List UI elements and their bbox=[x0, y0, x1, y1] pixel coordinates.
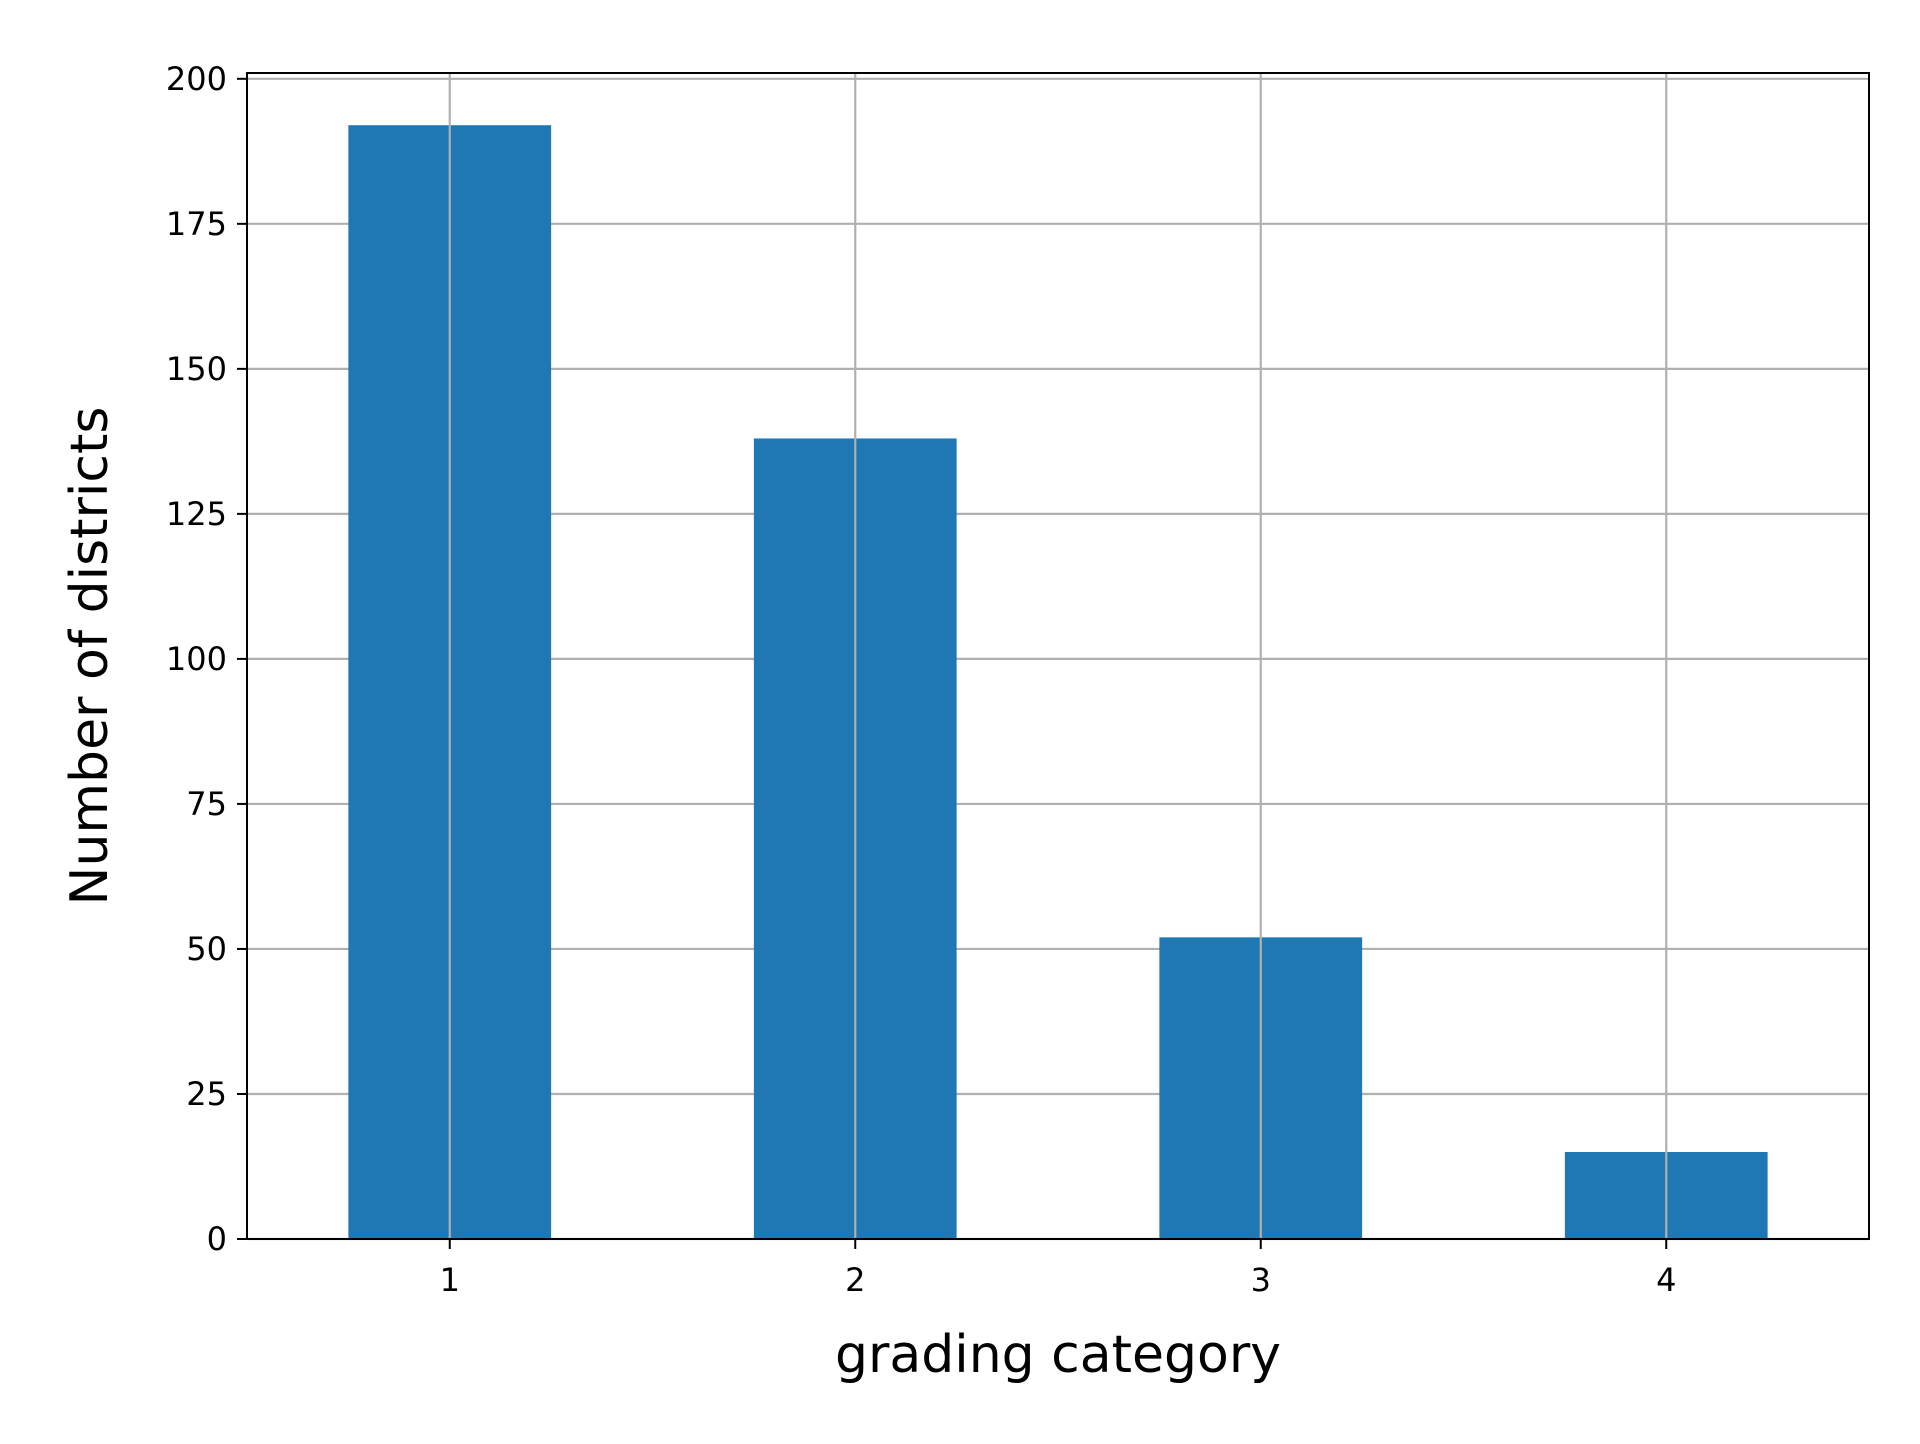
y-tick-label: 75 bbox=[186, 785, 227, 823]
y-tick-label: 175 bbox=[166, 205, 227, 243]
x-tick-label: 4 bbox=[1656, 1261, 1676, 1299]
x-tick-label: 2 bbox=[845, 1261, 865, 1299]
vertical-grid-lines bbox=[448, 73, 1668, 1239]
y-axis-ticks: 0 25 50 75 100 125 150 175 200 bbox=[166, 60, 247, 1258]
y-tick-label: 200 bbox=[166, 60, 227, 98]
x-axis-ticks: 1 2 3 4 bbox=[440, 1239, 1676, 1299]
x-axis-title: grading category bbox=[835, 1325, 1281, 1385]
y-tick-label: 50 bbox=[186, 930, 227, 968]
y-tick-label: 25 bbox=[186, 1075, 227, 1113]
y-tick-label: 100 bbox=[166, 640, 227, 678]
x-tick-label: 3 bbox=[1251, 1261, 1271, 1299]
y-tick-label: 150 bbox=[166, 350, 227, 388]
plot-frame bbox=[246, 72, 1870, 1240]
x-tick-label: 1 bbox=[440, 1261, 460, 1299]
y-tick-label: 0 bbox=[207, 1220, 227, 1258]
y-axis-title: Number of districts bbox=[60, 407, 120, 906]
y-tick-label: 125 bbox=[166, 495, 227, 533]
